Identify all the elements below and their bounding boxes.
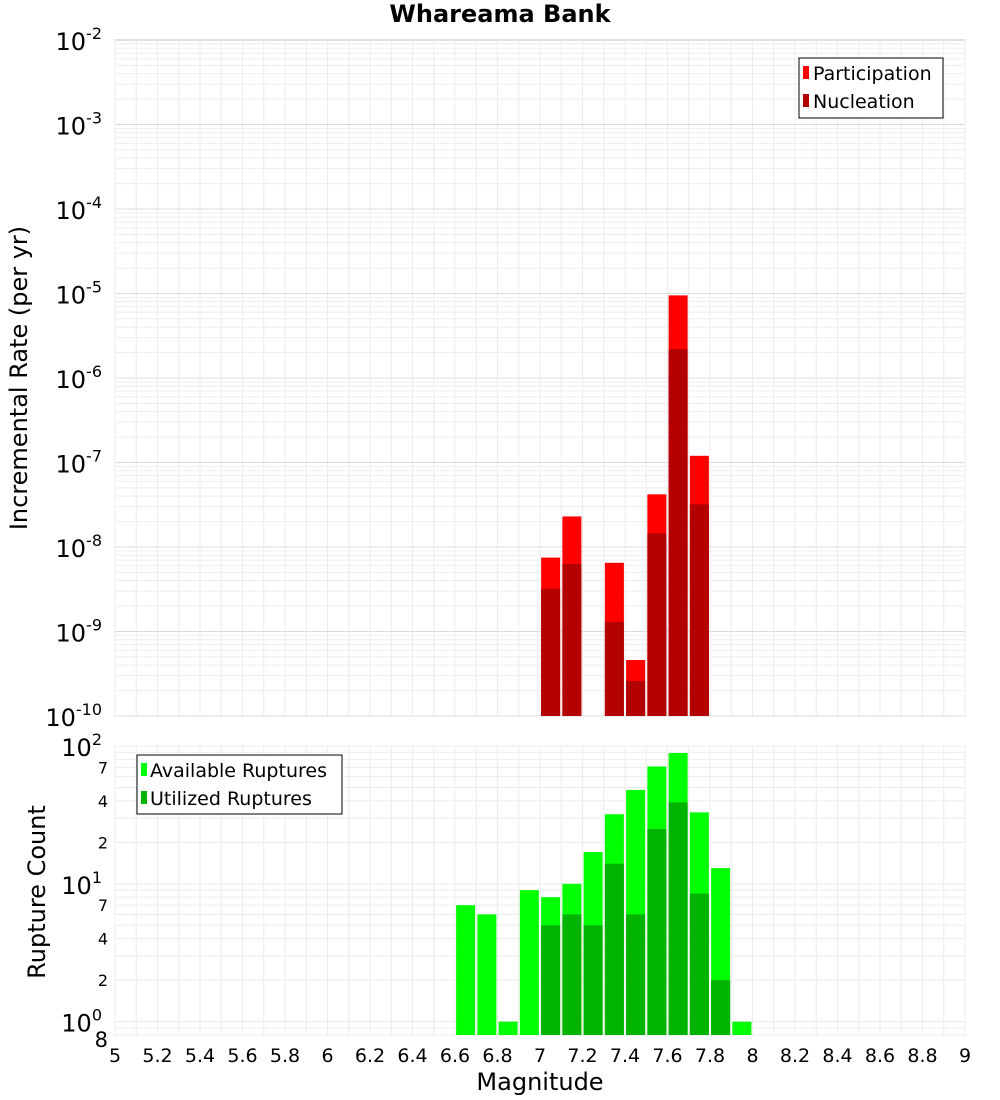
bottom-y-ticks: 102 101 100 7 4 2 7 4 2 8 [61,730,108,1052]
chart-title: Whareama Bank [389,0,611,28]
bottom-y-minor-tick-label: 8 [95,1028,108,1052]
x-tick-label: 5.4 [185,1045,215,1067]
utilized-ruptures-bar [583,925,603,1035]
bottom-y-minor-tick-label: 7 [98,896,108,915]
top-y-tick-label: 10-2 [56,24,103,56]
bottom-y-tick-label: 100 [61,1006,102,1038]
x-tick-label: 7.6 [652,1045,682,1067]
bottom-legend-box [136,754,343,815]
x-tick-label: 5.8 [270,1045,300,1067]
x-tick-label: 6.2 [355,1045,385,1067]
nucleation-bar [562,563,582,716]
top-grid [114,40,966,717]
utilized-ruptures-bar [647,828,667,1035]
utilized-ruptures-bar [541,925,561,1035]
x-tick-label: 6.8 [482,1045,512,1067]
nucleation-bar [604,621,624,716]
x-tick-label: 5.2 [142,1045,172,1067]
nucleation-legend-label: Nucleation [813,91,915,113]
top-y-tick-label: 10-10 [45,700,102,732]
x-ticks: 5 5.2 5.4 5.6 5.8 6 6.2 6.4 6.6 6.8 7 7.2 7.4 7.6 7.8 8… [109,1045,971,1067]
bottom-y-minor-tick-label: 4 [98,792,108,811]
utilized-ruptures-bar [711,980,731,1035]
bottom-panel: 102 101 100 7 4 2 7 4 2 8 5 5.2 5.4 5.6 5.8 6 6.2 6.4 6.6… [23,730,971,1096]
utilized-ruptures-bar [689,893,709,1035]
x-tick-label: 8.8 [907,1045,937,1067]
participation-legend-swatch [803,66,809,79]
x-tick-label: 5.6 [227,1045,257,1067]
available-ruptures-bar [477,914,497,1035]
top-y-tick-label: 10-3 [56,109,103,141]
available-ruptures-bar [456,905,476,1035]
utilized-ruptures-bar [604,863,624,1035]
x-tick-label: 8.4 [822,1045,852,1067]
x-axis-label: Magnitude [476,1068,603,1096]
top-legend-box [798,57,944,119]
bottom-y-tick-label: 102 [61,730,102,762]
top-y-tick-label: 10-4 [56,193,103,225]
x-tick-label: 8 [746,1045,758,1067]
x-tick-label: 7.8 [695,1045,725,1067]
utilized-ruptures-bar [626,914,646,1035]
x-tick-label: 8.2 [780,1045,810,1067]
top-y-tick-label: 10-5 [56,278,103,310]
nucleation-bar [541,588,561,716]
top-y-tick-label: 10-8 [56,531,103,563]
utilized-legend-label: Utilized Ruptures [150,788,312,810]
available-ruptures-bar [732,1021,752,1035]
utilized-ruptures-bar [562,914,582,1035]
bottom-y-minor-tick-label: 7 [98,758,108,777]
nucleation-legend-swatch [803,94,809,107]
x-tick-label: 8.6 [865,1045,895,1067]
available-ruptures-bar [498,1021,518,1035]
top-bars [541,295,709,716]
nucleation-bar [668,349,688,716]
x-tick-label: 7.2 [567,1045,597,1067]
x-tick-label: 6 [321,1045,333,1067]
top-panel: 10-2 10-3 10-4 10-5 10-6 10-7 10-8 10-9 10-10 In… [5,24,966,732]
nucleation-bar [689,504,709,716]
x-tick-label: 9 [959,1045,971,1067]
x-tick-label: 6.4 [397,1045,427,1067]
x-tick-label: 5 [109,1045,121,1067]
x-tick-label: 7 [534,1045,546,1067]
top-y-tick-label: 10-7 [56,447,103,479]
available-legend-label: Available Ruptures [150,760,327,782]
bottom-y-minor-tick-label: 4 [98,930,108,949]
utilized-ruptures-bar [668,802,688,1035]
top-y-tick-label: 10-9 [56,616,103,648]
x-tick-label: 6.6 [440,1045,470,1067]
bottom-y-tick-label: 101 [61,868,102,900]
available-ruptures-bar [519,890,539,1035]
bottom-y-minor-tick-label: 2 [98,833,108,852]
bottom-bars [456,752,752,1035]
nucleation-bar [647,533,667,716]
utilized-legend-swatch [141,791,147,804]
top-y-tick-label: 10-6 [56,362,103,394]
bottom-y-axis-label: Rupture Count [23,805,51,979]
nucleation-bar [626,680,646,716]
x-tick-label: 7.4 [610,1045,640,1067]
bottom-y-minor-tick-label: 2 [98,971,108,990]
participation-legend-label: Participation [813,63,932,85]
top-y-axis-label: Incremental Rate (per yr) [5,226,33,530]
bottom-legend: Available Ruptures Utilized Ruptures [136,754,343,815]
top-legend: Participation Nucleation [798,57,944,119]
available-legend-swatch [141,763,147,776]
bottom-grid [114,745,966,1036]
top-y-ticks: 10-2 10-3 10-4 10-5 10-6 10-7 10-8 10-9 10-10 [45,24,102,732]
